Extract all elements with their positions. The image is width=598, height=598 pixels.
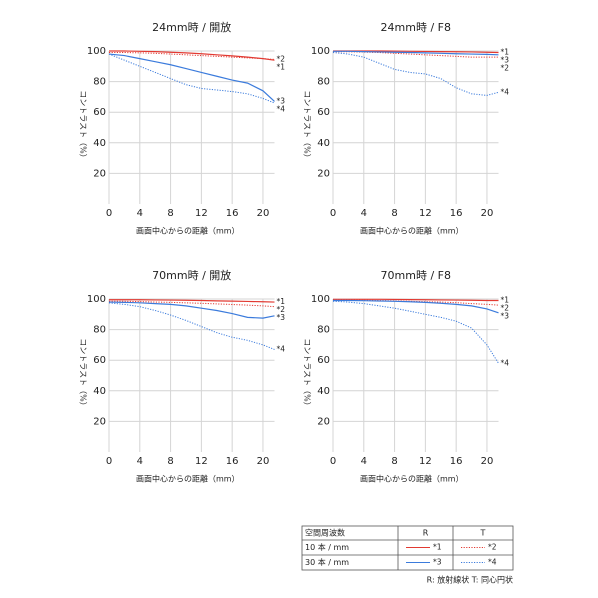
x-tick-label: 16 xyxy=(226,208,239,219)
x-axis-label: 画面中心からの距離（mm） xyxy=(360,474,464,484)
series-end-label: *3 xyxy=(277,313,286,322)
y-tick-label: 60 xyxy=(317,107,330,118)
y-axis-label: コントラスト（%） xyxy=(303,90,312,161)
y-tick-label: 20 xyxy=(317,416,330,427)
table-header: T xyxy=(480,529,486,538)
series-end-label: *2 xyxy=(501,304,510,313)
x-axis-label: 画面中心からの距離（mm） xyxy=(136,226,240,236)
mtf-line xyxy=(109,299,275,303)
chart-title: 24mm時 / F8 xyxy=(381,21,451,34)
y-tick-label: 40 xyxy=(317,386,330,397)
mtf-line xyxy=(109,50,275,61)
y-tick-label: 80 xyxy=(317,325,330,336)
x-tick-label: 12 xyxy=(419,456,432,467)
chart-title: 24mm時 / 開放 xyxy=(152,20,231,34)
x-tick-label: 0 xyxy=(106,456,112,467)
y-tick-label: 20 xyxy=(93,168,106,179)
legend-code: *4 xyxy=(488,558,497,567)
y-tick-label: 100 xyxy=(311,294,330,305)
y-axis-label: コントラスト（%） xyxy=(79,338,88,409)
y-tick-label: 40 xyxy=(93,386,106,397)
series-end-label: *4 xyxy=(277,344,286,353)
mtf-line xyxy=(333,299,499,314)
mtf-line xyxy=(109,52,275,60)
x-tick-label: 12 xyxy=(195,208,208,219)
x-tick-label: 4 xyxy=(361,208,367,219)
y-tick-label: 80 xyxy=(317,77,330,88)
mtf-line xyxy=(108,301,275,319)
series-end-label: *4 xyxy=(277,104,286,113)
x-tick-label: 8 xyxy=(167,208,173,219)
series-end-label: *2 xyxy=(277,305,286,314)
mtf-line xyxy=(333,50,499,56)
table-header: R xyxy=(423,529,429,538)
legend-table-frame xyxy=(301,525,514,571)
y-tick-label: 100 xyxy=(87,294,106,305)
x-tick-label: 16 xyxy=(450,208,463,219)
x-tick-label: 4 xyxy=(137,456,143,467)
mtf-line xyxy=(108,53,275,102)
x-tick-label: 0 xyxy=(330,208,336,219)
x-tick-label: 0 xyxy=(330,456,336,467)
x-tick-label: 20 xyxy=(257,456,270,467)
x-tick-label: 8 xyxy=(167,456,173,467)
series-end-label: *1 xyxy=(277,62,286,71)
legend-code: *1 xyxy=(433,543,442,552)
series-end-label: *4 xyxy=(501,358,510,367)
mtf-line xyxy=(108,53,275,104)
y-tick-label: 20 xyxy=(93,416,106,427)
x-axis-label: 画面中心からの距離（mm） xyxy=(136,474,240,484)
mtf-line xyxy=(333,299,499,306)
y-tick-label: 80 xyxy=(93,77,106,88)
legend-code: *3 xyxy=(433,558,442,567)
x-tick-label: 12 xyxy=(195,456,208,467)
x-tick-label: 20 xyxy=(257,208,270,219)
x-tick-label: 8 xyxy=(391,208,397,219)
table-row-label: 10 本 / mm xyxy=(305,542,349,552)
y-tick-label: 80 xyxy=(93,325,106,336)
chart-title: 70mm時 / F8 xyxy=(381,269,451,282)
x-tick-label: 4 xyxy=(137,208,143,219)
y-axis-label: コントラスト（%） xyxy=(303,338,312,409)
x-tick-label: 20 xyxy=(481,208,494,219)
mtf-line xyxy=(109,300,275,308)
x-tick-label: 12 xyxy=(419,208,432,219)
chart-title: 70mm時 / 開放 xyxy=(152,268,231,282)
y-tick-label: 60 xyxy=(93,107,106,118)
y-tick-label: 60 xyxy=(317,355,330,366)
series-end-label: *1 xyxy=(277,297,286,306)
y-tick-label: 40 xyxy=(93,138,106,149)
series-end-label: *4 xyxy=(501,87,510,96)
table-header: 空間周波数 xyxy=(305,528,345,538)
legend-code: *2 xyxy=(488,543,497,552)
series-end-label: *2 xyxy=(277,54,286,63)
x-tick-label: 20 xyxy=(481,456,494,467)
y-tick-label: 40 xyxy=(317,138,330,149)
x-axis-label: 画面中心からの距離（mm） xyxy=(360,226,464,236)
series-end-label: *3 xyxy=(501,56,510,65)
y-tick-label: 100 xyxy=(311,46,330,57)
table-note: R: 放射線状 T: 同心円状 xyxy=(427,575,513,585)
mtf-line xyxy=(333,298,499,302)
x-tick-label: 4 xyxy=(361,456,367,467)
x-tick-label: 16 xyxy=(450,456,463,467)
y-tick-label: 20 xyxy=(317,168,330,179)
mtf-line xyxy=(108,302,275,350)
x-tick-label: 16 xyxy=(226,456,239,467)
mtf-line xyxy=(332,52,499,96)
mtf-line xyxy=(333,51,499,58)
mtf-line xyxy=(332,300,499,364)
table-row-label: 30 本 / mm xyxy=(305,557,349,567)
series-end-label: *3 xyxy=(277,96,286,105)
series-end-label: *2 xyxy=(501,64,510,73)
y-tick-label: 100 xyxy=(87,46,106,57)
series-end-label: *1 xyxy=(501,48,510,57)
y-axis-label: コントラスト（%） xyxy=(79,90,88,161)
x-tick-label: 0 xyxy=(106,208,112,219)
series-end-label: *1 xyxy=(501,296,510,305)
y-tick-label: 60 xyxy=(93,355,106,366)
series-end-label: *3 xyxy=(501,312,510,321)
x-tick-label: 8 xyxy=(391,456,397,467)
